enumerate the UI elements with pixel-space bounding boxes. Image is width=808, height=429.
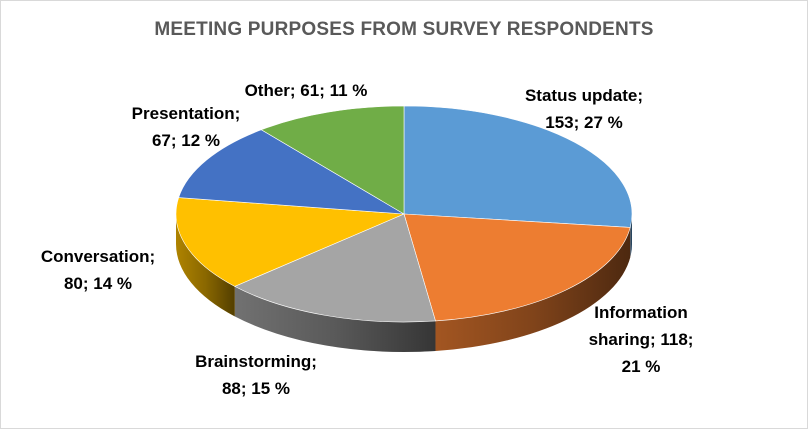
pie-side-shade-information-sharing	[435, 227, 631, 351]
pie-slice-information-sharing	[403, 213, 631, 322]
data-label-other: Other; 61; 11 %	[245, 81, 368, 100]
pie-labels: Status update; 153; 27 % Information sharin…	[41, 81, 694, 398]
pie-slice-brainstorming	[234, 213, 436, 323]
pie-slice-status-update	[403, 105, 633, 228]
pie-tops	[175, 105, 633, 323]
data-label-presentation: Presentation; 67; 12 %	[132, 104, 241, 150]
data-label-status-update: Status update; 153; 27 %	[525, 86, 643, 132]
pie-sides	[176, 214, 632, 353]
data-label-brainstorming: Brainstorming; 88; 15 %	[195, 352, 317, 398]
pie-side-shade-conversation	[176, 214, 235, 317]
data-label-conversation: Conversation; 80; 14 %	[41, 247, 155, 293]
pie-side-shade-brainstorming	[234, 286, 436, 353]
pie-slice-conversation	[175, 197, 405, 287]
data-label-information-sharing: Information sharing; 118; 21 %	[589, 303, 694, 376]
pie-slice-other	[260, 105, 405, 215]
pie-slice-presentation	[178, 129, 405, 215]
pie-side-shade-status-update	[630, 214, 632, 258]
chart-title: MEETING PURPOSES FROM SURVEY RESPONDENTS	[154, 19, 654, 40]
